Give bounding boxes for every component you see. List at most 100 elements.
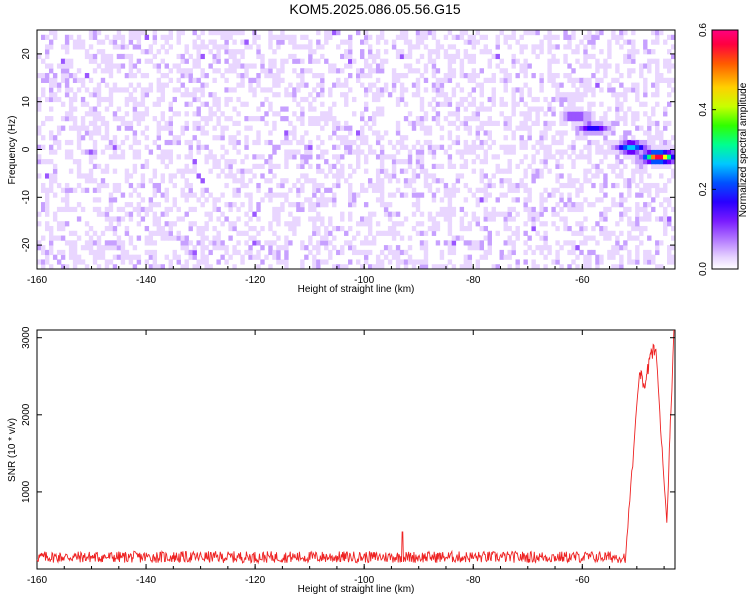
heatmap-cell bbox=[543, 125, 548, 131]
heatmap-cell bbox=[523, 168, 528, 174]
heatmap-cell bbox=[212, 202, 217, 208]
heatmap-cell bbox=[156, 144, 162, 150]
heatmap-cell bbox=[232, 192, 237, 198]
heatmap-cell bbox=[383, 206, 389, 213]
heatmap-cell bbox=[495, 230, 500, 236]
heatmap-cell bbox=[483, 254, 488, 260]
heatmap-cell bbox=[296, 163, 301, 170]
heatmap-cell bbox=[403, 182, 409, 189]
heatmap-cell bbox=[240, 73, 245, 79]
heatmap-cell bbox=[511, 53, 516, 60]
heatmap-cell bbox=[152, 39, 158, 45]
heatmap-cell bbox=[336, 182, 341, 189]
heatmap-cell bbox=[415, 116, 421, 122]
heatmap-cell bbox=[463, 39, 469, 45]
heatmap-cell bbox=[104, 245, 110, 251]
heatmap-cell bbox=[280, 182, 285, 189]
heatmap-cell bbox=[348, 44, 353, 50]
heatmap-cell bbox=[188, 77, 193, 83]
heatmap-cell bbox=[583, 216, 588, 222]
heatmap-cell bbox=[176, 206, 181, 213]
heatmap-cell bbox=[180, 240, 185, 246]
heatmap-cell bbox=[547, 34, 552, 40]
heatmap-cell bbox=[96, 163, 102, 170]
heatmap-cell bbox=[391, 87, 397, 93]
heatmap-cell bbox=[563, 30, 568, 36]
heatmap-cell bbox=[511, 249, 516, 256]
heatmap-cell bbox=[371, 120, 377, 126]
heatmap-cell bbox=[371, 68, 377, 74]
heatmap-cell bbox=[391, 82, 397, 88]
heatmap-cell bbox=[431, 230, 437, 236]
heatmap-cell bbox=[415, 192, 421, 198]
heatmap-cell bbox=[120, 206, 126, 213]
heatmap-cell bbox=[300, 77, 305, 83]
heatmap-cell bbox=[236, 240, 241, 246]
heatmap-cell bbox=[140, 206, 146, 213]
heatmap-cell bbox=[547, 30, 552, 36]
heatmap-cell bbox=[296, 116, 301, 122]
heatmap-cell bbox=[256, 230, 261, 236]
heatmap-cell bbox=[627, 249, 632, 256]
heatmap-cell bbox=[455, 149, 461, 155]
heatmap-cell bbox=[176, 63, 181, 69]
heatmap-cell bbox=[415, 77, 421, 83]
heatmap-cell bbox=[375, 168, 381, 174]
heatmap-cell bbox=[184, 259, 189, 265]
heatmap-cell bbox=[567, 101, 572, 107]
heatmap-cell bbox=[639, 206, 644, 213]
heatmap-cell bbox=[100, 39, 106, 45]
heatmap-cell bbox=[196, 87, 201, 93]
heatmap-cell bbox=[415, 197, 421, 203]
heatmap-cell bbox=[180, 187, 185, 193]
heatmap-cell bbox=[52, 135, 58, 141]
heatmap-cell bbox=[316, 39, 321, 45]
heatmap-cell bbox=[316, 163, 321, 170]
heatmap-cell bbox=[132, 73, 138, 79]
heatmap-cell bbox=[164, 197, 169, 203]
heatmap-cell bbox=[204, 101, 209, 107]
heatmap-cell bbox=[487, 235, 492, 241]
heatmap-cell bbox=[667, 216, 672, 222]
heatmap-cell bbox=[383, 87, 389, 93]
heatmap-cell bbox=[116, 125, 122, 131]
heatmap-cell bbox=[272, 173, 277, 179]
heatmap-cell bbox=[192, 120, 197, 126]
heatmap-cell bbox=[491, 120, 496, 126]
heatmap-cell bbox=[495, 197, 500, 203]
heatmap-cell bbox=[371, 240, 377, 246]
heatmap-cell bbox=[184, 87, 189, 93]
heatmap-cell bbox=[487, 240, 492, 246]
heatmap-cell bbox=[627, 192, 632, 198]
heatmap-cell bbox=[180, 264, 185, 270]
heatmap-cell bbox=[571, 77, 576, 83]
heatmap-cell bbox=[80, 39, 86, 45]
heatmap-cell bbox=[583, 240, 588, 246]
heatmap-cell bbox=[639, 154, 644, 160]
heatmap-cell bbox=[328, 197, 333, 203]
heatmap-cell bbox=[395, 34, 401, 40]
heatmap-cell bbox=[519, 120, 524, 126]
heatmap-cell bbox=[48, 264, 54, 270]
heatmap-cell bbox=[196, 139, 201, 146]
heatmap-cell bbox=[507, 240, 512, 246]
heatmap-cell bbox=[324, 240, 329, 246]
heatmap-cell bbox=[160, 82, 165, 88]
heatmap-cell bbox=[655, 77, 660, 83]
heatmap-cell bbox=[379, 192, 385, 198]
heatmap-cell bbox=[256, 77, 261, 83]
heatmap-cell bbox=[435, 221, 441, 227]
heatmap-cell bbox=[595, 264, 600, 270]
heatmap-cell bbox=[603, 68, 608, 74]
heatmap-cell bbox=[44, 249, 50, 256]
heatmap-cell bbox=[487, 192, 492, 198]
heatmap-cell bbox=[399, 259, 405, 265]
heatmap-cell bbox=[551, 53, 556, 60]
heatmap-cell bbox=[188, 221, 193, 227]
heatmap-cell bbox=[403, 101, 409, 107]
heatmap-cell bbox=[76, 173, 82, 179]
heatmap-cell bbox=[284, 264, 289, 270]
heatmap-cell bbox=[651, 106, 656, 112]
heatmap-cell bbox=[128, 235, 134, 241]
heatmap-cell bbox=[635, 82, 640, 88]
